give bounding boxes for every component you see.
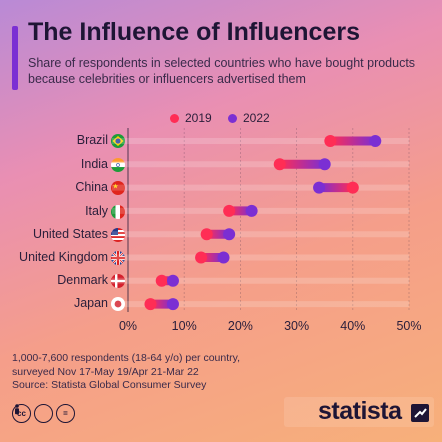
row-label-denmark: Denmark: [57, 273, 108, 287]
point-2019: [195, 251, 208, 264]
legend-dot-2019: [170, 113, 179, 123]
point-2022: [166, 298, 179, 311]
license-icons: cc =: [12, 404, 75, 423]
point-2022: [313, 181, 326, 194]
by-icon[interactable]: [15, 404, 53, 423]
point-2019: [346, 181, 359, 194]
dumbbell-bar: [319, 183, 353, 193]
row-label-united-kingdom: United Kingdom: [19, 250, 108, 264]
point-2019: [155, 274, 168, 287]
dumbbell-bar: [201, 253, 224, 262]
point-2022: [217, 251, 230, 264]
dumbbell-bar: [330, 136, 376, 146]
point-2022: [223, 228, 236, 241]
equals-icon[interactable]: =: [56, 404, 75, 423]
point-2019: [324, 135, 337, 147]
row-label-brazil: Brazil: [76, 133, 108, 147]
x-tick-label: 50%: [396, 319, 421, 333]
point-2019: [223, 204, 236, 217]
united-states-flag-icon: [111, 228, 125, 242]
point-2022: [369, 135, 382, 147]
x-tick-label: 10%: [172, 319, 197, 333]
point-2022: [318, 158, 331, 171]
x-tick-label: 20%: [228, 319, 253, 333]
legend-label-2022: 2022: [243, 111, 270, 125]
source-note: Source: Statista Global Consumer Survey: [12, 379, 207, 391]
legend-label-2019: 2019: [185, 111, 212, 125]
point-2022: [166, 274, 179, 287]
x-tick-label: 0%: [119, 319, 137, 333]
dumbbell-bar: [229, 206, 252, 216]
row-label-italy: Italy: [85, 204, 108, 218]
denmark-flag-icon: [111, 274, 125, 288]
legend-dot-2022: [228, 113, 237, 123]
legend-item-2019: 2019: [170, 111, 212, 125]
dumbbell-bar: [206, 229, 230, 239]
united-kingdom-flag-icon: [111, 251, 125, 265]
point-2022: [245, 204, 258, 217]
row-label-united-states: United States: [32, 227, 108, 241]
china-flag-icon: [111, 181, 125, 195]
footnote-line-2: surveyed Nov 17-May 19/Apr 21-Mar 22: [12, 365, 199, 378]
point-2019: [200, 228, 213, 241]
footnote-line-1: 1,000-7,600 respondents (18-64 y/o) per …: [12, 352, 241, 364]
row-label-china: China: [75, 180, 108, 194]
italy-flag-icon: [111, 205, 125, 219]
x-tick-label: 40%: [340, 319, 365, 333]
footnote: 1,000-7,600 respondents (18-64 y/o) per …: [12, 352, 240, 393]
india-flag-icon: [111, 158, 125, 172]
cc-icon[interactable]: cc: [12, 404, 31, 423]
statista-logo-mark-icon: [411, 404, 429, 422]
accent-bar: [12, 26, 18, 90]
subtitle: Share of respondents in selected countri…: [28, 56, 416, 86]
statista-logo[interactable]: statista: [318, 397, 402, 425]
point-2019: [144, 298, 157, 311]
page-title: The Influence of Influencers: [28, 18, 360, 46]
row-label-india: India: [80, 157, 108, 171]
japan-flag-icon: [111, 297, 125, 311]
brazil-flag-icon: [111, 134, 125, 148]
dumbbell-bar: [150, 299, 173, 309]
x-tick-label: 30%: [284, 319, 309, 333]
row-label-japan: Japan: [73, 296, 108, 310]
logo-backdrop: [284, 397, 434, 427]
point-2019: [273, 158, 286, 171]
legend-item-2022: 2022: [228, 111, 270, 125]
dumbbell-bar: [279, 159, 325, 169]
